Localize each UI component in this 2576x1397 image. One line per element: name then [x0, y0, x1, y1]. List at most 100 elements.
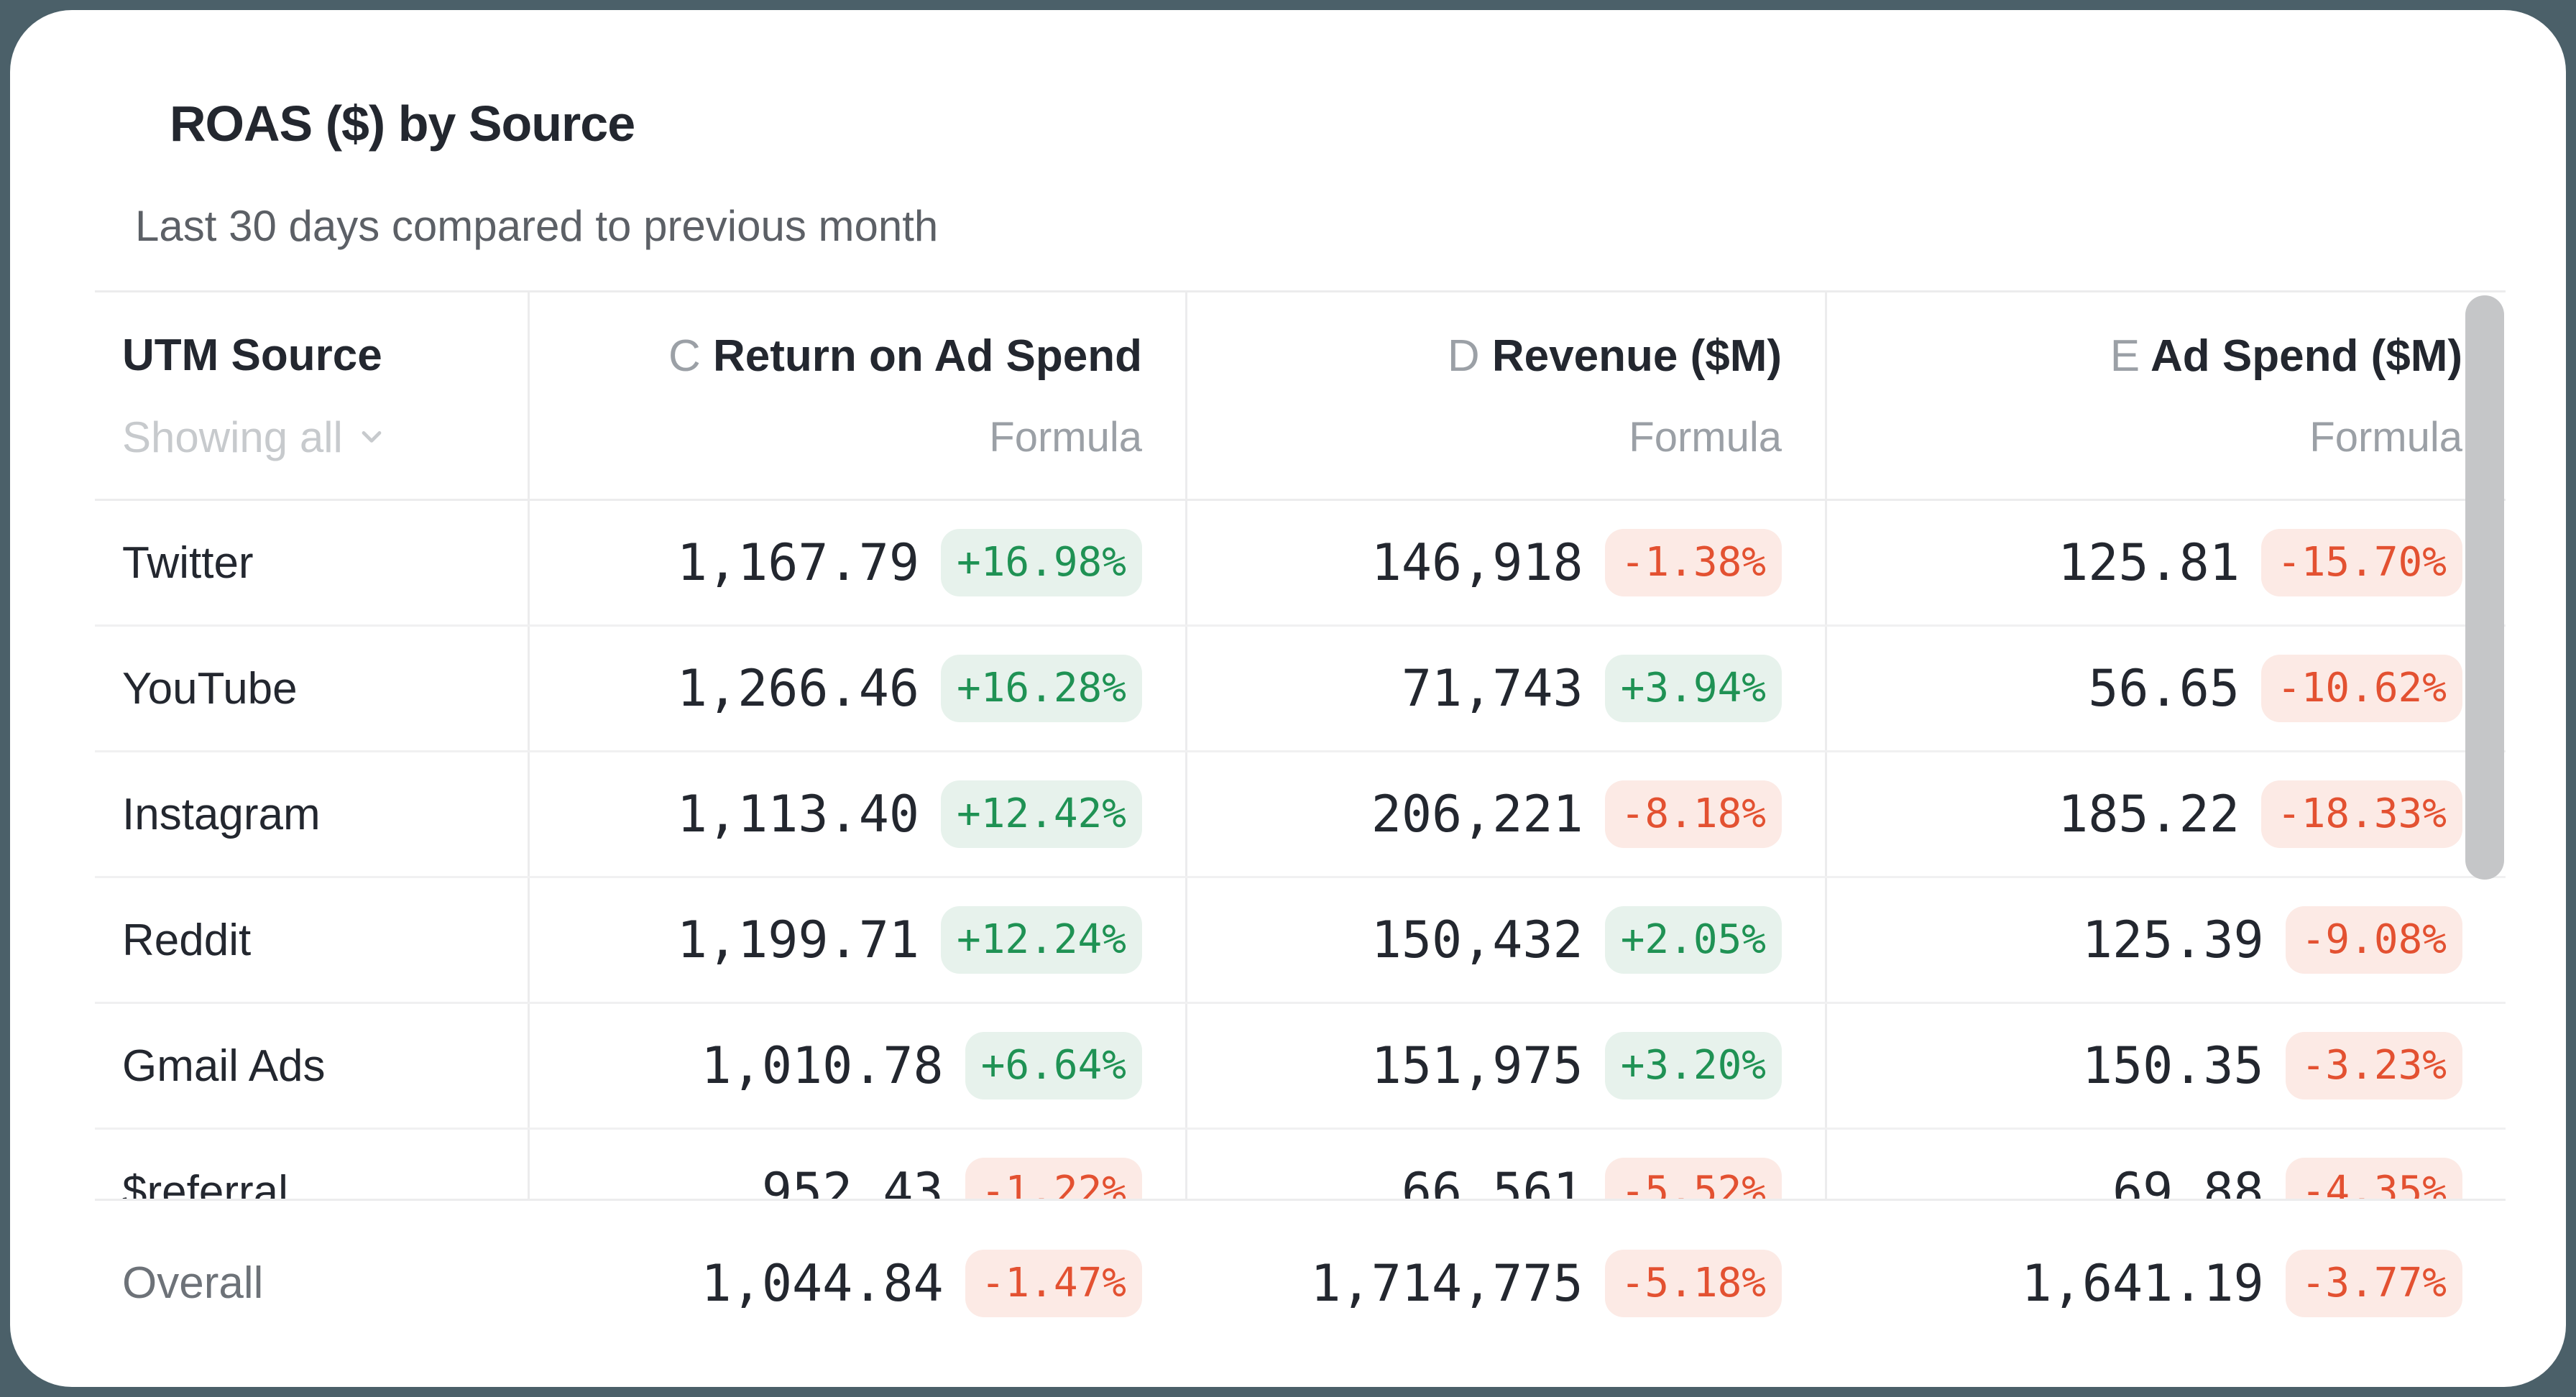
chevron-down-icon [356, 412, 387, 462]
change-badge: -9.08% [2285, 906, 2462, 974]
metric-value: 206,221 [1371, 785, 1583, 844]
source-label: Gmail Ads [122, 1041, 326, 1091]
table-row: YouTube 1,266.46 +16.28% 71,743 +3.94% 5… [95, 627, 2506, 752]
source-filter-dropdown[interactable]: Showing all [122, 412, 387, 462]
change-badge: -5.18% [1604, 1249, 1782, 1317]
metric-value: 66,561 [1401, 1162, 1583, 1199]
metric-value: 125.39 [2082, 910, 2264, 969]
metric-value: 56.65 [2088, 659, 2240, 718]
footer-metric-cell: 1,714,775 -5.18% [1185, 1201, 1825, 1365]
column-header-return-on-ad-spend[interactable]: C Return on Ad Spend Formula [528, 292, 1185, 499]
metric-cell: 66,561 -5.52% [1185, 1130, 1825, 1199]
change-badge: -1.47% [965, 1249, 1142, 1317]
metric-value: 150,432 [1371, 910, 1583, 969]
metric-cell: 56.65 -10.62% [1825, 627, 2506, 750]
column-title: E Ad Spend ($M) [2110, 331, 2462, 381]
formula-label: Formula [2309, 413, 2462, 461]
source-label: Twitter [122, 538, 254, 588]
metric-value: 1,167.79 [676, 533, 919, 592]
utm-source-label: UTM Source [122, 330, 382, 380]
change-badge: -5.52% [1604, 1158, 1782, 1199]
metric-value: 151,975 [1371, 1036, 1583, 1095]
metric-cell: 185.22 -18.33% [1825, 752, 2506, 876]
change-badge: -10.62% [2260, 655, 2462, 722]
change-badge: -18.33% [2260, 780, 2462, 848]
change-badge: +16.98% [940, 529, 1142, 596]
footer-metric-cell: 1,641.19 -3.77% [1825, 1201, 2506, 1365]
metric-cell: 1,113.40 +12.42% [528, 752, 1185, 876]
column-letter: D [1447, 331, 1480, 381]
metric-value: 1,266.46 [676, 659, 919, 718]
metric-cell: 125.39 -9.08% [1825, 878, 2506, 1002]
change-badge: -1.38% [1604, 529, 1782, 596]
metric-value: 1,714,775 [1310, 1253, 1583, 1313]
change-badge: -8.18% [1604, 780, 1782, 848]
widget-card: ROAS ($) by Source Last 30 days compared… [10, 10, 2566, 1387]
metric-value: 1,113.40 [676, 785, 919, 844]
metric-cell: 952.43 -1.22% [528, 1130, 1185, 1199]
scrollbar-thumb[interactable] [2465, 295, 2504, 880]
metric-value: 71,743 [1401, 659, 1583, 718]
overall-label: Overall [122, 1258, 264, 1308]
source-label: Reddit [122, 915, 252, 965]
metric-cell: 1,266.46 +16.28% [528, 627, 1185, 750]
column-header-revenue[interactable]: D Revenue ($M) Formula [1185, 292, 1825, 499]
change-badge: +12.42% [940, 780, 1142, 848]
metric-value: 1,199.71 [676, 910, 919, 969]
change-badge: -3.77% [2285, 1249, 2462, 1317]
column-title: C Return on Ad Spend [668, 331, 1142, 381]
change-badge: +6.64% [965, 1032, 1142, 1099]
change-badge: -15.70% [2260, 529, 2462, 596]
metric-cell: 125.81 -15.70% [1825, 501, 2506, 624]
metric-value: 952.43 [761, 1162, 944, 1199]
metric-cell: 1,199.71 +12.24% [528, 878, 1185, 1002]
metric-value: 125.81 [2058, 533, 2240, 592]
change-badge: +2.05% [1604, 906, 1782, 974]
showing-all-label: Showing all [122, 412, 343, 461]
metric-value: 1,010.78 [701, 1036, 944, 1095]
table-body: Twitter 1,167.79 +16.98% 146,918 -1.38% … [95, 501, 2506, 1199]
change-badge: +3.94% [1604, 655, 1782, 722]
change-badge: +12.24% [940, 906, 1142, 974]
metric-cell: 150.35 -3.23% [1825, 1004, 2506, 1128]
metric-cell: 146,918 -1.38% [1185, 501, 1825, 624]
source-label: $referral [122, 1166, 288, 1199]
table-row: Instagram 1,113.40 +12.42% 206,221 -8.18… [95, 752, 2506, 878]
formula-label: Formula [989, 413, 1142, 461]
change-badge: -1.22% [965, 1158, 1142, 1199]
page-title: ROAS ($) by Source [170, 96, 635, 152]
change-badge: -4.35% [2285, 1158, 2462, 1199]
table-row: Twitter 1,167.79 +16.98% 146,918 -1.38% … [95, 501, 2506, 627]
source-label: Instagram [122, 789, 321, 839]
column-header-ad-spend[interactable]: E Ad Spend ($M) Formula [1825, 292, 2506, 499]
formula-label: Formula [1629, 413, 1782, 461]
column-header-utm-source: UTM Source Showing all [95, 292, 528, 499]
footer-metric-cell: 1,044.84 -1.47% [528, 1201, 1185, 1365]
table-row: $referral 952.43 -1.22% 66,561 -5.52% 69… [95, 1130, 2506, 1199]
metric-cell: 1,167.79 +16.98% [528, 501, 1185, 624]
metric-cell: 71,743 +3.94% [1185, 627, 1825, 750]
column-letter: E [2110, 331, 2140, 381]
table-footer: Overall 1,044.84 -1.47% 1,714,775 -5.18%… [95, 1199, 2506, 1365]
metric-value: 150.35 [2082, 1036, 2264, 1095]
source-label: YouTube [122, 663, 298, 714]
metric-value: 146,918 [1371, 533, 1583, 592]
metric-cell: 1,010.78 +6.64% [528, 1004, 1185, 1128]
change-badge: +3.20% [1604, 1032, 1782, 1099]
column-letter: C [668, 331, 701, 381]
metric-cell: 151,975 +3.20% [1185, 1004, 1825, 1128]
change-badge: +16.28% [940, 655, 1142, 722]
metric-value: 69.88 [2112, 1162, 2264, 1199]
metric-cell: 69.88 -4.35% [1825, 1130, 2506, 1199]
footer-row: Overall 1,044.84 -1.47% 1,714,775 -5.18%… [95, 1201, 2506, 1365]
metric-value: 185.22 [2058, 785, 2240, 844]
page-subtitle: Last 30 days compared to previous month [135, 202, 939, 250]
roas-table: UTM Source Showing all C Return on Ad Sp… [95, 290, 2506, 1199]
metric-cell: 206,221 -8.18% [1185, 752, 1825, 876]
table-row: Reddit 1,199.71 +12.24% 150,432 +2.05% 1… [95, 878, 2506, 1004]
table-header: UTM Source Showing all C Return on Ad Sp… [95, 290, 2506, 501]
column-title: D Revenue ($M) [1447, 331, 1782, 381]
metric-value: 1,641.19 [2021, 1253, 2264, 1313]
metric-value: 1,044.84 [701, 1253, 944, 1313]
metric-cell: 150,432 +2.05% [1185, 878, 1825, 1002]
